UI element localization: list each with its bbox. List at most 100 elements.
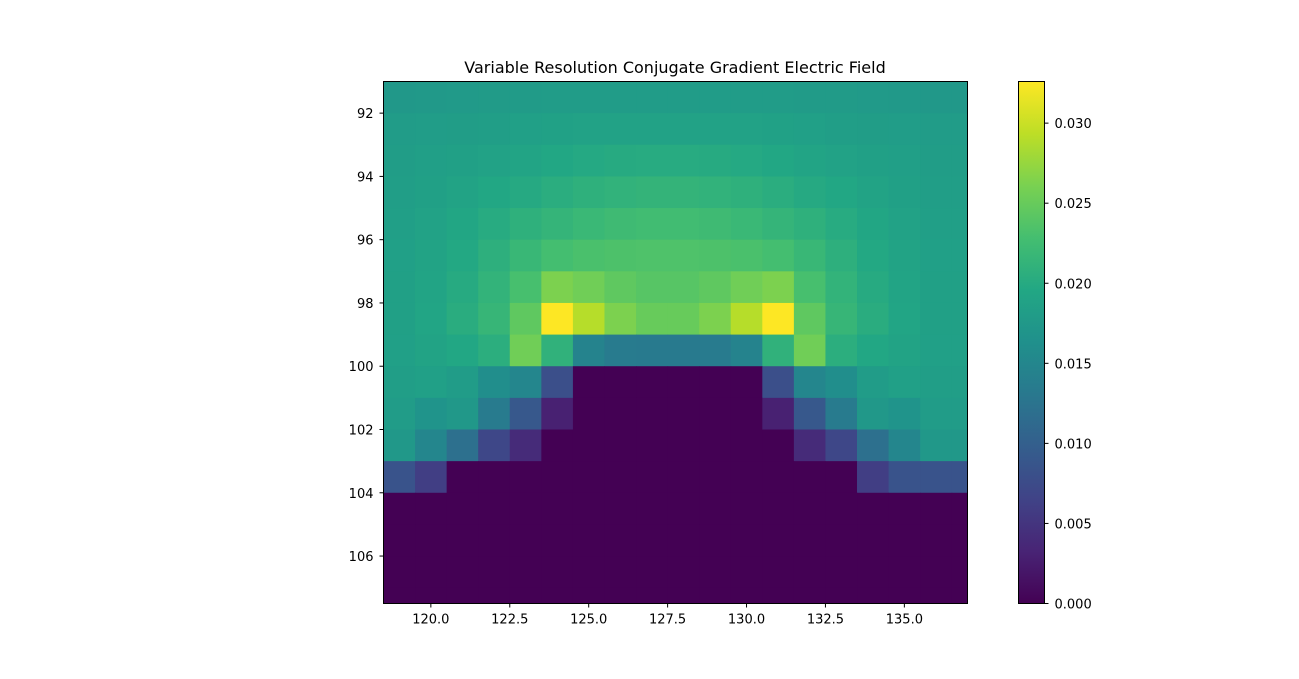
heatmap-cell xyxy=(509,144,542,177)
heatmap-cell xyxy=(699,429,732,462)
heatmap-cell xyxy=(572,429,605,462)
heatmap-cell xyxy=(541,271,574,304)
heatmap-cell xyxy=(509,492,542,525)
heatmap-cell xyxy=(762,366,795,399)
heatmap-cell xyxy=(730,144,763,177)
heatmap-cell xyxy=(509,208,542,241)
heatmap-cell xyxy=(446,524,479,557)
heatmap-cell xyxy=(920,397,953,430)
heatmap-cell xyxy=(541,556,574,589)
heatmap-cell xyxy=(478,397,511,430)
heatmap-cell xyxy=(888,113,921,146)
heatmap-cell xyxy=(604,113,637,146)
heatmap-cell xyxy=(699,144,732,177)
heatmap-cell xyxy=(951,239,968,272)
heatmap-cell xyxy=(762,176,795,209)
heatmap-cell xyxy=(541,587,574,604)
y-tick-label: 102 xyxy=(349,424,374,439)
colorbar-tick-label: 0.030 xyxy=(1055,117,1092,132)
heatmap-cell xyxy=(667,524,700,557)
heatmap-cell xyxy=(730,271,763,304)
heatmap-cell xyxy=(415,556,448,589)
heatmap-cell xyxy=(383,461,416,494)
heatmap-cell xyxy=(541,113,574,146)
heatmap-cell xyxy=(888,429,921,462)
heatmap-cell xyxy=(730,397,763,430)
heatmap-cell xyxy=(383,239,416,272)
heatmap-cell xyxy=(699,113,732,146)
heatmap-cell xyxy=(667,492,700,525)
heatmap-cell xyxy=(857,271,890,304)
heatmap-cell xyxy=(762,429,795,462)
heatmap-cell xyxy=(951,461,968,494)
heatmap-cell xyxy=(730,81,763,114)
heatmap-cell xyxy=(699,587,732,604)
heatmap-cell xyxy=(762,334,795,367)
heatmap-cell xyxy=(604,366,637,399)
heatmap-cell xyxy=(604,524,637,557)
heatmap-cell xyxy=(667,271,700,304)
heatmap-cell xyxy=(446,587,479,604)
heatmap-cell xyxy=(604,587,637,604)
heatmap-cell xyxy=(667,556,700,589)
heatmap-cell xyxy=(699,239,732,272)
heatmap-cell xyxy=(383,366,416,399)
heatmap-cell xyxy=(888,239,921,272)
heatmap-cell xyxy=(572,524,605,557)
heatmap-cell xyxy=(478,461,511,494)
y-tick-label: 100 xyxy=(349,360,374,375)
heatmap-cell xyxy=(667,208,700,241)
heatmap-cell xyxy=(415,587,448,604)
heatmap-cell xyxy=(762,524,795,557)
x-tick-label: 120.0 xyxy=(412,613,449,628)
heatmap-cell xyxy=(762,113,795,146)
heatmap-cell xyxy=(446,429,479,462)
heatmap-cell xyxy=(415,81,448,114)
heatmap-cell xyxy=(509,587,542,604)
heatmap-cell xyxy=(604,176,637,209)
heatmap-cell xyxy=(762,208,795,241)
heatmap-cell xyxy=(509,366,542,399)
heatmap-cell xyxy=(478,302,511,336)
heatmap-cell xyxy=(572,397,605,430)
heatmap-cell xyxy=(888,176,921,209)
heatmap-cell xyxy=(730,587,763,604)
heatmap-cell xyxy=(793,587,826,604)
x-tick-label: 127.5 xyxy=(649,613,686,628)
heatmap-cell xyxy=(793,334,826,367)
heatmap-cell xyxy=(636,492,669,525)
heatmap-cell xyxy=(572,239,605,272)
heatmap-cell xyxy=(762,81,795,114)
heatmap-cell xyxy=(825,334,858,367)
heatmap-cell xyxy=(825,461,858,494)
heatmap-cell xyxy=(541,144,574,177)
colorbar: 0.000 0.005 0.010 0.015 0.020 0.025 0.030 xyxy=(1018,81,1092,613)
heatmap-cell xyxy=(667,334,700,367)
heatmap-cell xyxy=(730,366,763,399)
heatmap-cell xyxy=(541,81,574,114)
heatmap-cell xyxy=(793,239,826,272)
heatmap-cell xyxy=(478,587,511,604)
colorbar-tick-label: 0.000 xyxy=(1055,598,1092,613)
heatmap-cell xyxy=(446,397,479,430)
heatmap-cell xyxy=(730,239,763,272)
heatmap-cell xyxy=(604,271,637,304)
heatmap-cell xyxy=(383,176,416,209)
heatmap-cell xyxy=(730,334,763,367)
heatmap-cell xyxy=(951,144,968,177)
heatmap-cell xyxy=(857,334,890,367)
heatmap-cell xyxy=(730,113,763,146)
heatmap-cell xyxy=(415,429,448,462)
heatmap-cell xyxy=(383,208,416,241)
heatmap-cell xyxy=(888,302,921,336)
heatmap-cell xyxy=(636,208,669,241)
heatmap-cell xyxy=(857,302,890,336)
heatmap-cell xyxy=(857,556,890,589)
heatmap-cell xyxy=(920,81,953,114)
heatmap-cell xyxy=(920,302,953,336)
heatmap-cell xyxy=(572,492,605,525)
y-tick-label: 92 xyxy=(357,107,374,122)
heatmap-cell xyxy=(825,271,858,304)
heatmap-cell xyxy=(541,334,574,367)
heatmap-cell xyxy=(762,556,795,589)
